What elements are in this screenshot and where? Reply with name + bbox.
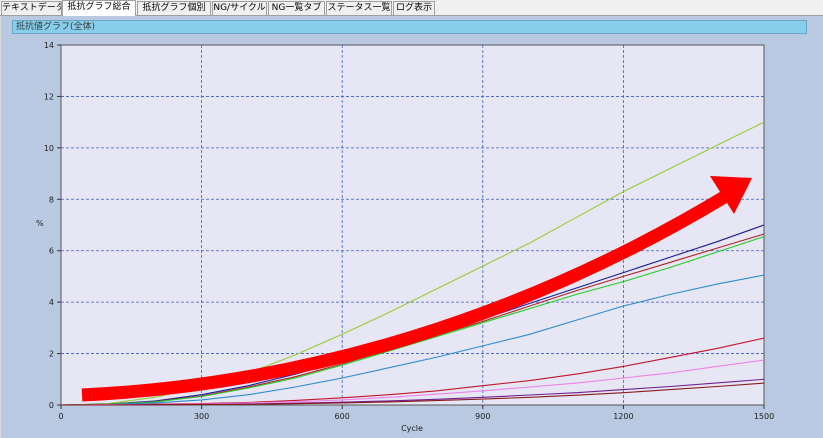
x-axis-label: Cycle bbox=[401, 424, 423, 433]
x-tick-label: 0 bbox=[58, 412, 63, 421]
tab-resistance-graph-overall[interactable]: 抵抗グラフ総合 bbox=[62, 0, 136, 16]
axis-ticks: 0 300 600 900 1200 1500 0 2 4 6 8 10 12 14 bbox=[44, 41, 774, 421]
y-tick-label: 10 bbox=[44, 144, 54, 153]
y-axis-label: % bbox=[36, 219, 44, 228]
tab-bar: テキストデータ 抵抗グラフ総合 抵抗グラフ個別 NG/サイクル NG一覧タブ ス… bbox=[0, 0, 823, 16]
y-tick-label: 6 bbox=[49, 247, 54, 256]
plot-area bbox=[60, 44, 765, 406]
trend-arrow-head bbox=[710, 176, 752, 214]
y-tick-label: 12 bbox=[44, 92, 54, 101]
trend-arrow-body bbox=[81, 190, 730, 402]
tab-ng-list[interactable]: NG一覧タブ bbox=[268, 1, 325, 15]
x-tick-label: 900 bbox=[475, 412, 490, 421]
series-line-9 bbox=[61, 382, 765, 406]
panel-title: 抵抗値グラフ(全体) bbox=[12, 20, 807, 34]
grid bbox=[61, 45, 764, 405]
y-tick-label: 14 bbox=[44, 41, 54, 50]
x-tick-label: 1200 bbox=[613, 412, 633, 421]
x-tick-label: 300 bbox=[194, 412, 209, 421]
tab-resistance-graph-individual[interactable]: 抵抗グラフ個別 bbox=[137, 1, 211, 15]
series-line-5 bbox=[60, 274, 765, 406]
y-tick-label: 0 bbox=[49, 401, 54, 410]
x-tick-label: 1500 bbox=[754, 412, 774, 421]
y-tick-label: 4 bbox=[49, 298, 54, 307]
tab-text-data[interactable]: テキストデータ bbox=[1, 1, 62, 15]
tab-log-view[interactable]: ログ表示 bbox=[393, 1, 435, 15]
series-line-4 bbox=[60, 236, 765, 406]
y-tick-label: 8 bbox=[49, 195, 54, 204]
x-tick-label: 600 bbox=[335, 412, 350, 421]
tab-ng-cycle[interactable]: NG/サイクル bbox=[212, 1, 267, 15]
y-tick-label: 2 bbox=[49, 350, 54, 359]
tab-status-list[interactable]: ステータス一覧 bbox=[326, 1, 392, 15]
